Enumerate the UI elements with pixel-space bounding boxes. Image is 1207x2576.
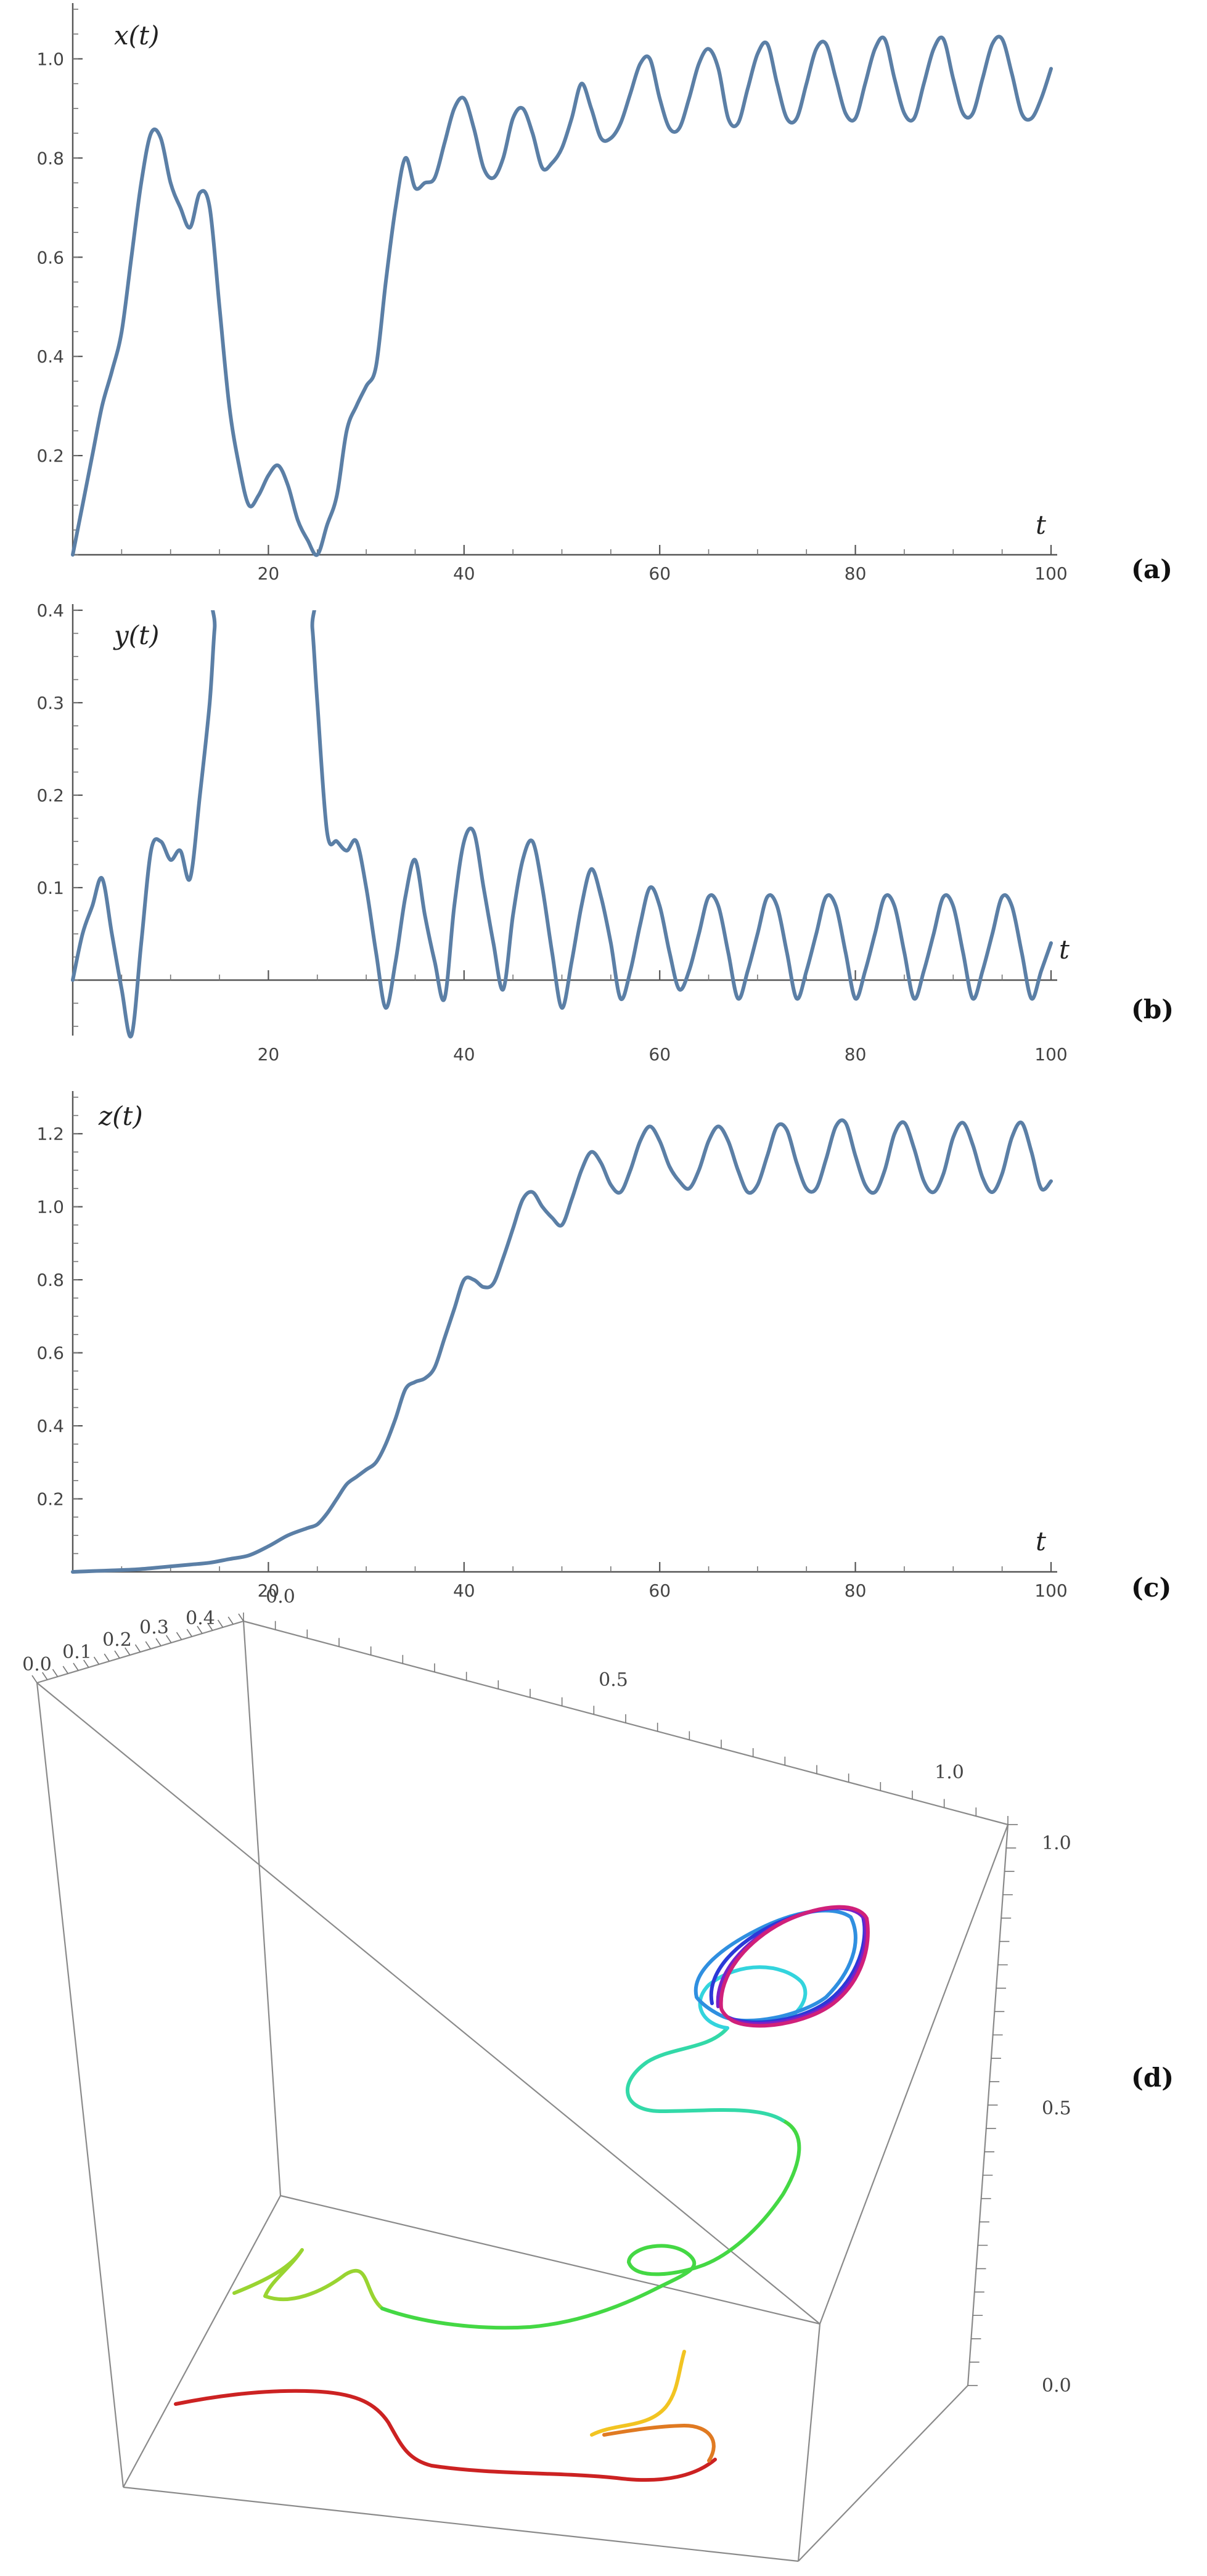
panel-a-xlabel: t (1036, 510, 1046, 540)
y3-tick (134, 1644, 141, 1653)
axis3d-tick-label: 1.0 (1042, 1833, 1071, 1854)
panel-c-label: (c) (1131, 1572, 1171, 1603)
y-tick-label: 0.4 (36, 600, 64, 621)
y3-tick (197, 1625, 203, 1634)
trajectory-segment (174, 2389, 717, 2482)
trajectory-segment (602, 2424, 716, 2463)
panel-a-label: (a) (1131, 554, 1172, 584)
y3-tick (176, 1632, 182, 1640)
box-edge (123, 2195, 281, 2488)
x-tick-label: 20 (258, 563, 280, 584)
panel-a-chart: x(t) t (a) 20 40 60 80 100 0.2 0.4 0.6 0.8 1.0 (36, 3, 1172, 584)
y-tick-label: 0.6 (36, 247, 64, 268)
y3-tick (31, 1675, 38, 1683)
y3-tick (217, 1619, 224, 1628)
axis3d-tick-label: 0.4 (186, 1608, 215, 1629)
panel-b-xlabel: t (1059, 934, 1070, 965)
box-edge (280, 2194, 820, 2325)
y3-tick (155, 1638, 162, 1646)
box-edge (36, 1682, 820, 2325)
y-tick-label: 0.2 (36, 1489, 64, 1510)
axis3d-tick-label: 0.5 (599, 1669, 628, 1691)
y3-tick (227, 1616, 234, 1625)
box-edge (123, 2486, 799, 2562)
box-edge (798, 2385, 968, 2562)
x-tick-label: 20 (258, 1580, 280, 1601)
y-tick-label: 0.1 (36, 878, 64, 898)
x-tick-label: 80 (845, 1580, 867, 1601)
axis3d-tick-label: 1.0 (935, 1762, 964, 1783)
x-tick-label: 40 (453, 563, 475, 584)
y3-tick (114, 1650, 120, 1659)
x-tick-label: 100 (1034, 1044, 1067, 1065)
y-tick-label: 0.6 (36, 1343, 64, 1364)
y3-tick (125, 1647, 131, 1656)
axis3d-tick-label: 0.5 (1042, 2098, 1071, 2119)
y-tick-label: 0.8 (36, 148, 64, 168)
y3-tick (104, 1653, 110, 1662)
y3-tick (52, 1669, 59, 1677)
y3-tick (62, 1666, 68, 1674)
axis3d-tick-label: 0.0 (1042, 2375, 1071, 2397)
x-tick-label: 80 (845, 1044, 867, 1065)
y3-tick (145, 1641, 151, 1650)
y-tick-label: 1.2 (36, 1124, 64, 1144)
axis3d-tick-label: 0.2 (102, 1629, 132, 1651)
trajectory-segment (590, 2350, 686, 2437)
y-tick-label: 0.4 (36, 346, 64, 367)
x-tick-label: 100 (1034, 1580, 1067, 1601)
panel-d-label: (d) (1131, 2063, 1174, 2093)
panel-b-ylabel: y(t) (113, 620, 159, 650)
x-tick-label: 60 (649, 1044, 671, 1065)
y-tick-label: 0.3 (36, 693, 64, 713)
panel-c-ylabel: z(t) (98, 1101, 143, 1131)
trajectory-segment (232, 2248, 384, 2310)
y-tick-label: 0.2 (36, 446, 64, 466)
y3-tick (42, 1672, 48, 1680)
axis3d-tick-label: 0.3 (139, 1617, 169, 1638)
axis3d-tick-label: 0.0 (266, 1586, 295, 1608)
panel-b-label: (b) (1131, 994, 1174, 1024)
box-edge (797, 2323, 821, 2562)
y-tick-label: 0.8 (36, 1270, 64, 1290)
panel-d-chart: (d) 0.0 0.5 1.0 0.0 0.1 0.2 0.3 0.4 0.0 0.5 1.0 (22, 1586, 1174, 2562)
x-tick-label: 40 (453, 1580, 475, 1601)
y-tick-label: 0.4 (36, 1416, 64, 1436)
x-tick-label: 20 (258, 1044, 280, 1065)
x-tick-label: 60 (649, 1580, 671, 1601)
x-tick-label: 40 (453, 1044, 475, 1065)
y3-tick (93, 1656, 100, 1665)
panel-b-chart: y(t) t (b) 20 40 60 80 100 0.1 0.2 0.3 0.4 (36, 600, 1174, 1065)
y-tick-label: 1.0 (36, 49, 64, 69)
x-tick-label: 100 (1034, 563, 1067, 584)
y3-tick (166, 1635, 172, 1643)
series-line (71, 35, 1053, 557)
series-line (71, 610, 1053, 1039)
box-edge (242, 1621, 282, 2196)
y-tick-label: 1.0 (36, 1197, 64, 1217)
trajectory-segment (626, 2026, 785, 2122)
trajectory-segment (698, 1965, 808, 2030)
axis3d-tick-label: 0.1 (62, 1642, 92, 1663)
trajectory-segment (716, 1906, 868, 2026)
panel-a-ylabel: x(t) (114, 20, 159, 51)
y3-tick (83, 1659, 89, 1668)
x-tick-label: 60 (649, 563, 671, 584)
y3-tick (73, 1662, 79, 1671)
panel-c-chart: z(t) t (c) 20 40 60 80 100 0.2 0.4 0.6 0.8 1.0 1.2 (36, 1091, 1171, 1603)
y3-tick (238, 1613, 244, 1622)
box-edge (36, 1682, 125, 2488)
x-tick-label: 80 (845, 563, 867, 584)
axis3d-tick-label: 0.0 (22, 1654, 52, 1675)
box-edge (819, 1824, 1009, 2325)
y3-tick (186, 1629, 192, 1637)
trajectory-segment (380, 2119, 801, 2330)
y-tick-label: 0.2 (36, 785, 64, 806)
series-line (71, 1118, 1053, 1574)
panel-c-xlabel: t (1036, 1526, 1046, 1556)
trajectory-segment (719, 1905, 870, 2028)
y3-tick (207, 1622, 213, 1631)
